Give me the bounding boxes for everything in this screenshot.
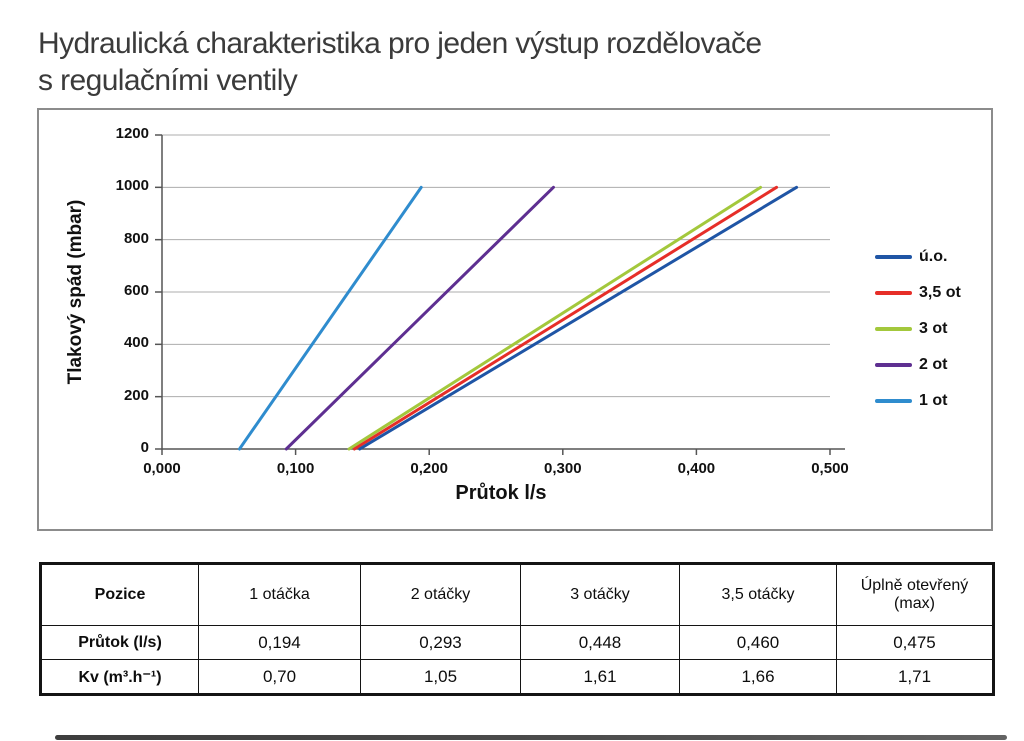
table-row: Průtok (l/s) 0,194 0,293 0,448 0,460 0,475 xyxy=(40,625,994,660)
value-cell: 1,71 xyxy=(836,659,994,695)
x-tick-label: 0,300 xyxy=(544,460,582,477)
y-tick-label: 600 xyxy=(123,282,149,299)
legend: ú.o. 3,5 ot 3 ot 2 ot 1 ot xyxy=(875,240,990,430)
legend-label: 3,5 ot xyxy=(919,284,961,301)
legend-label: ú.o. xyxy=(919,248,948,265)
legend-item: 1 ot xyxy=(875,384,947,418)
series-line-o xyxy=(358,185,799,451)
series-line-2-ot xyxy=(284,185,555,451)
y-tick-label: 0 xyxy=(140,439,149,456)
table-header-cell: 3,5 otáčky xyxy=(679,563,837,626)
data-table: Pozice 1 otáčka 2 otáčky 3 otáčky 3,5 otáčky… xyxy=(39,562,995,696)
x-tick-label: 0,500 xyxy=(811,460,849,477)
table-header-cell: 3 otáčky xyxy=(520,563,680,626)
series-line-3-5-ot xyxy=(352,185,779,451)
y-tick-label: 400 xyxy=(123,334,149,352)
y-axis-title: Tlakový spád (mbar) xyxy=(65,199,86,385)
row-label-cell: Průtok (l/s) xyxy=(40,625,199,660)
legend-label: 3 ot xyxy=(919,320,948,337)
x-tick-label: 0,400 xyxy=(677,460,716,477)
table-header-cell: Úplně otevřený (max) xyxy=(836,563,994,626)
legend-swatch xyxy=(875,363,912,367)
value-cell: 0,293 xyxy=(360,625,521,660)
table-row: Kv (m³.h⁻¹) 0,70 1,05 1,61 1,66 1,71 xyxy=(40,659,994,695)
plot-svg xyxy=(155,134,845,455)
table-head: Pozice 1 otáčka 2 otáčky 3 otáčky 3,5 otáčky… xyxy=(40,563,994,626)
table-header-cell: 1 otáčka xyxy=(198,563,361,626)
x-tick-label: 0,100 xyxy=(276,460,315,477)
value-cell: 0,70 xyxy=(198,659,361,695)
value-cell: 0,194 xyxy=(198,625,361,660)
row-label-cell: Kv (m³.h⁻¹) xyxy=(40,659,199,695)
legend-swatch xyxy=(875,327,912,331)
y-tick-label: 200 xyxy=(123,386,149,404)
x-axis-title: Průtok l/s xyxy=(455,482,547,504)
legend-swatch xyxy=(875,399,912,403)
legend-label: 1 ot xyxy=(919,392,948,409)
y-tick-label: 1000 xyxy=(115,177,149,195)
x-tick-label: 0,200 xyxy=(410,460,448,477)
legend-item: ú.o. xyxy=(875,240,947,274)
legend-label: 2 ot xyxy=(919,356,948,373)
series-line-3-ot xyxy=(347,185,763,451)
value-cell: 1,66 xyxy=(679,659,837,695)
y-tick-label: 1200 xyxy=(115,125,149,142)
table-body: Průtok (l/s) 0,194 0,293 0,448 0,460 0,475 Kv … xyxy=(40,625,994,695)
value-cell: 1,61 xyxy=(520,659,680,695)
value-cell: 1,05 xyxy=(360,659,521,695)
table-header-cell: 2 otáčky xyxy=(360,563,521,626)
page-title: Hydraulická charakteristika pro jeden vý… xyxy=(38,27,762,98)
legend-item: 3 ot xyxy=(875,312,947,346)
value-cell: 0,460 xyxy=(679,625,837,660)
x-tick-label: 0,000 xyxy=(143,460,181,477)
legend-swatch xyxy=(875,291,912,295)
chart-panel: Tlakový spád (mbar) Průtok l/s ú.o. 3,5 o… xyxy=(37,108,993,531)
legend-item: 2 ot xyxy=(875,348,947,382)
scan-artifact-bar xyxy=(55,735,1007,740)
value-cell: 0,448 xyxy=(520,625,680,660)
table-header-cell: Pozice xyxy=(40,563,199,626)
value-cell: 0,475 xyxy=(836,625,994,660)
legend-item: 3,5 ot xyxy=(875,276,961,310)
series-line-1-ot xyxy=(237,185,423,451)
legend-swatch xyxy=(875,255,912,259)
table-header-row: Pozice 1 otáčka 2 otáčky 3 otáčky 3,5 otáčky… xyxy=(40,563,994,626)
y-tick-label: 800 xyxy=(123,229,149,247)
